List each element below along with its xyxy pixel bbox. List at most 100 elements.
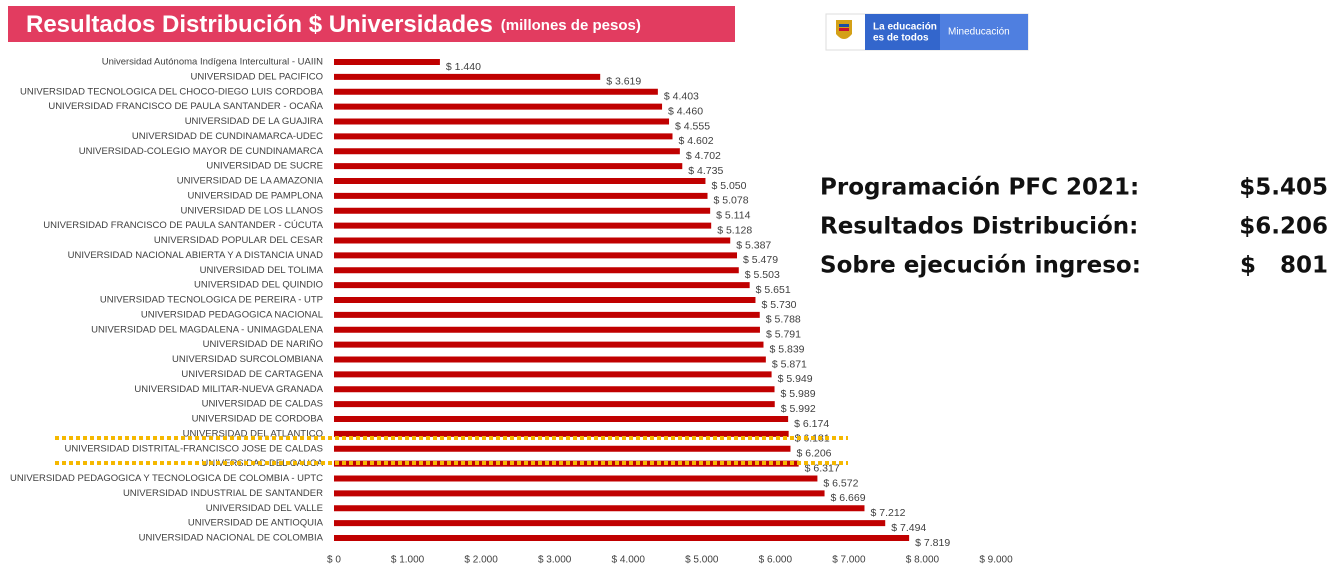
y-tick-label: UNIVERSIDAD DE CORDOBA [192,414,324,425]
bar [334,341,764,348]
summary-label: Resultados Distribución: [820,214,1138,240]
bar [334,326,760,333]
bar [334,192,708,199]
logo-brand: Mineducación [948,27,1010,38]
x-tick-label: $ 1.000 [391,555,425,564]
bar [334,386,775,393]
value-label: $ 4.403 [664,91,699,103]
logo: La educación es de todos Mineducación [825,13,1029,51]
value-label: $ 5.992 [781,403,816,415]
bar [334,311,760,318]
value-label: $ 5.651 [756,284,791,296]
y-tick-label: UNIVERSIDAD DE LA AMAZONIA [177,176,324,187]
bar [334,252,738,259]
bar [334,475,818,482]
y-tick-label: UNIVERSIDAD DE CALDAS [202,399,323,410]
bar [334,430,789,437]
y-tick-label: UNIVERSIDAD DE LOS LLANOS [180,205,323,216]
value-label: $ 6.317 [805,462,840,474]
x-tick-label: $ 0 [327,555,341,564]
value-label: $ 5.503 [745,269,780,281]
y-tick-label: UNIVERSIDAD DEL PACIFICO [191,71,324,82]
bar [334,297,756,303]
bar [334,133,673,140]
value-label: $ 6.669 [831,492,866,504]
title-banner [8,6,735,42]
y-tick-label: UNIVERSIDAD TECNOLOGICA DEL CHOCO-DIEGO … [20,86,324,97]
value-label: $ 4.555 [675,120,710,132]
value-label: $ 5.387 [736,239,771,251]
y-tick-label: UNIVERSIDAD-COLEGIO MAYOR DE CUNDINAMARC… [79,146,324,157]
bar [334,520,886,527]
bar [334,356,766,363]
summary-label: Programación PFC 2021: [820,175,1139,201]
bar [334,178,706,184]
bar [334,371,772,378]
y-tick-label: UNIVERSIDAD FRANCISCO DE PAULA SANTANDER… [48,101,323,112]
x-tick-label: $ 3.000 [538,555,572,564]
bar [334,163,683,170]
value-label: $ 5.949 [778,373,813,385]
y-tick-label: UNIVERSIDAD INDUSTRIAL DE SANTANDER [123,488,323,499]
chart: $ 0 $ 1.000 $ 2.000 $ 3.000 $ 4.000 $ 5.000 $ … [10,57,1013,564]
value-label: $ 5.114 [716,210,750,222]
value-label: $ 4.702 [686,150,721,162]
y-tick-label: UNIVERSIDAD NACIONAL DE COLOMBIA [139,533,324,544]
y-tick-label: UNIVERSIDAD PEDAGOGICA Y TECNOLOGICA DE … [10,473,323,484]
bar [334,222,712,229]
y-tick-label: UNIVERSIDAD SURCOLOMBIANA [172,354,324,365]
value-label: $ 6.206 [796,448,831,460]
x-tick-label: $ 7.000 [832,555,866,564]
y-tick-label: UNIVERSIDAD DE CUNDINAMARCA-UDEC [132,131,323,142]
summary: Programación PFC 2021: $5.405 Resultados D… [820,175,1328,279]
y-tick-label: UNIVERSIDAD DEL CAUCA [201,458,323,469]
value-label: $ 5.050 [711,180,746,192]
value-label: $ 6.174 [794,418,829,430]
y-tick-label: UNIVERSIDAD DE LA GUAJIRA [185,116,324,127]
logo-line: La educación [873,22,937,33]
y-tick-label: UNIVERSIDAD DE ANTIOQUIA [188,518,324,529]
value-label: $ 4.460 [668,105,703,117]
value-label: $ 5.078 [714,195,749,207]
y-tick-label: UNIVERSIDAD DEL QUINDIO [194,280,323,291]
bar [334,103,663,110]
value-label: $ 5.128 [717,224,752,236]
y-tick-label: Universidad Autónoma Indígena Intercultu… [102,57,323,68]
value-label: $ 4.602 [679,135,714,147]
value-label: $ 6.572 [823,477,858,489]
highlight [55,436,848,465]
bar [334,445,791,452]
summary-label: Sobre ejecución ingreso: [820,253,1141,279]
value-label: $ 5.730 [761,299,796,311]
value-label: $ 5.839 [769,343,804,355]
summary-value: $6.206 [1239,214,1328,240]
y-tick-label: UNIVERSIDAD MILITAR-NUEVA GRANADA [134,384,323,395]
bar [334,416,789,422]
value-label: $ 5.871 [772,358,807,370]
value-label: $ 7.819 [915,537,950,549]
y-tick-label: UNIVERSIDAD POPULAR DEL CESAR [154,235,323,246]
value-label: $ 1.440 [446,61,481,73]
y-tick-label: UNIVERSIDAD DE PAMPLONA [188,190,324,201]
bar [334,73,601,80]
chart-title: Resultados Distribución $ Universidades(… [26,11,641,38]
value-label: $ 7.212 [870,507,905,519]
summary-value: $5.405 [1239,175,1328,201]
x-tick-label: $ 2.000 [464,555,498,564]
bar [334,207,711,214]
y-tick-label: UNIVERSIDAD NACIONAL ABIERTA Y A DISTANC… [68,250,323,261]
y-tick-label: UNIVERSIDAD DISTRITAL-FRANCISCO JOSE DE … [65,443,323,454]
bar [334,490,825,497]
bar [334,88,658,95]
x-tick-label: $ 9.000 [979,555,1013,564]
y-tick-label: UNIVERSIDAD DEL ATLANTICO [183,428,323,439]
y-tick-label: UNIVERSIDAD FRANCISCO DE PAULA SANTANDER… [43,220,323,231]
y-tick-label: UNIVERSIDAD TECNOLOGICA DE PEREIRA - UTP [100,295,323,306]
bar [334,148,680,155]
summary-value: $ 801 [1240,253,1328,279]
bar [334,118,670,125]
bar [334,59,440,65]
y-tick-label: UNIVERSIDAD DE CARTAGENA [181,369,323,380]
x-tick-label: $ 6.000 [759,555,793,564]
